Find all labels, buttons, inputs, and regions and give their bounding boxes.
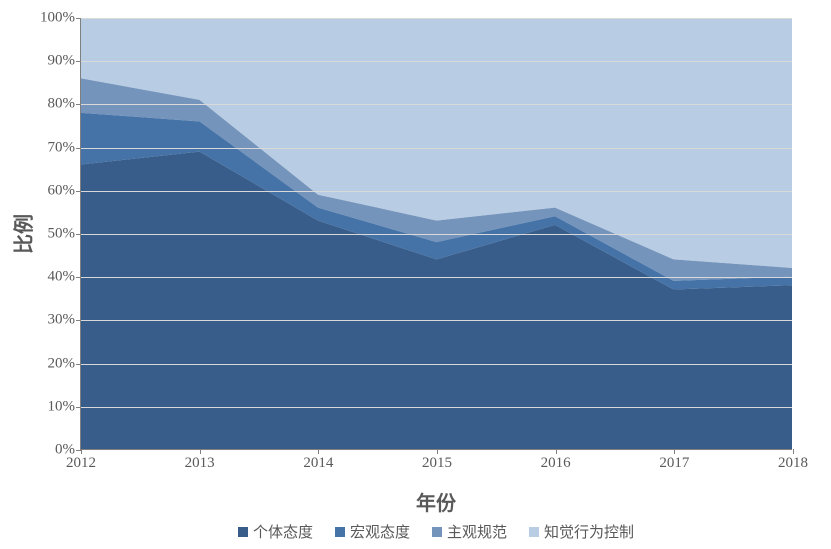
gridline (81, 320, 792, 321)
y-tick-label: 100% (40, 10, 81, 27)
y-tick-label: 70% (48, 139, 82, 156)
x-tick-label: 2018 (778, 449, 808, 472)
y-tick-label: 10% (48, 398, 82, 415)
legend: 个体态度 宏观态度 主观规范 知觉行为控制 (80, 521, 792, 542)
gridline (81, 407, 792, 408)
x-tick-label: 2015 (422, 449, 452, 472)
legend-swatch (432, 527, 442, 537)
legend-swatch (529, 527, 539, 537)
y-tick-label: 30% (48, 312, 82, 329)
x-tick-label: 2016 (541, 449, 571, 472)
y-tick-label: 90% (48, 53, 82, 70)
gridline (81, 148, 792, 149)
gridline (81, 191, 792, 192)
legend-swatch (238, 527, 248, 537)
gridline (81, 234, 792, 235)
gridline (81, 61, 792, 62)
legend-swatch (335, 527, 345, 537)
gridline (81, 277, 792, 278)
gridline (81, 364, 792, 365)
x-axis-title: 年份 (416, 487, 456, 516)
legend-label: 个体态度 (253, 521, 313, 542)
gridline (81, 104, 792, 105)
y-axis-title: 比例 (8, 214, 37, 254)
plot-area: 0%10%20%30%40%50%60%70%80%90%100%2012201… (80, 18, 792, 450)
legend-item: 知觉行为控制 (529, 521, 634, 542)
y-tick-label: 50% (48, 226, 82, 243)
gridline (81, 18, 792, 19)
y-tick-label: 20% (48, 355, 82, 372)
y-tick-label: 60% (48, 182, 82, 199)
x-tick-label: 2014 (303, 449, 333, 472)
legend-item: 个体态度 (238, 521, 313, 542)
x-tick-label: 2017 (659, 449, 689, 472)
stacked-area-chart: 0%10%20%30%40%50%60%70%80%90%100%2012201… (0, 0, 831, 549)
legend-label: 主观规范 (447, 521, 507, 542)
x-tick-label: 2013 (185, 449, 215, 472)
legend-item: 主观规范 (432, 521, 507, 542)
x-tick-label: 2012 (66, 449, 96, 472)
legend-item: 宏观态度 (335, 521, 410, 542)
y-tick-label: 80% (48, 96, 82, 113)
legend-label: 宏观态度 (350, 521, 410, 542)
legend-label: 知觉行为控制 (544, 521, 634, 542)
y-tick-label: 40% (48, 269, 82, 286)
